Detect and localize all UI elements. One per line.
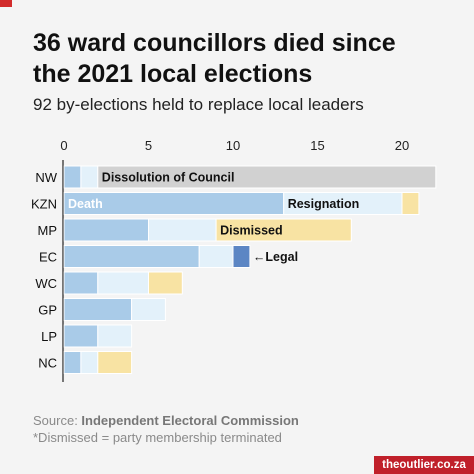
- category-label: NC: [38, 356, 57, 371]
- brand-logo[interactable]: theoutlier.co.za: [374, 456, 474, 474]
- segment-label: Dismissed: [220, 224, 283, 238]
- segment-label: Resignation: [288, 197, 360, 211]
- x-axis: 0 5 10 15 20: [60, 138, 409, 153]
- bar-segment-death: [63, 298, 133, 321]
- chart-title: 36 ward councillors died since the 2021 …: [33, 29, 396, 88]
- bar-segment-death: [63, 245, 200, 268]
- source-prefix: Source:: [33, 413, 82, 428]
- bar-segment-resignation: [80, 165, 99, 189]
- footnote: *Dismissed = party membership terminated: [33, 430, 282, 445]
- bar-segment-resignation: [198, 245, 234, 268]
- bar-segment-death: [63, 324, 99, 348]
- category-label: KZN: [31, 197, 57, 212]
- segment-labels: Dissolution of Council Death Resignation Di…: [68, 171, 359, 265]
- category-label: LP: [41, 329, 57, 344]
- category-label: EC: [39, 250, 57, 265]
- bar-segment-resignation: [131, 298, 166, 321]
- bar-segment-death: [63, 351, 82, 374]
- bar-segment-resignation: [97, 324, 133, 348]
- bar-segment-legal: [232, 245, 251, 268]
- bar-segment-death: [63, 218, 149, 242]
- bar-segment-dismissed: [401, 192, 420, 215]
- x-tick-label: 15: [310, 138, 324, 153]
- category-label: MP: [38, 223, 58, 238]
- x-tick-label: 20: [395, 138, 409, 153]
- bar-segment-dismissed: [148, 271, 183, 295]
- x-tick-label: 10: [226, 138, 240, 153]
- accent-bar: [0, 0, 12, 7]
- segment-label: ←Legal: [253, 250, 298, 264]
- segment-label: Dissolution of Council: [102, 171, 235, 185]
- chart-subtitle: 92 by-elections held to replace local le…: [33, 95, 364, 114]
- bar-segment-death: [63, 271, 99, 295]
- bar-segment-dismissed: [97, 351, 133, 374]
- x-tick-label: 0: [60, 138, 67, 153]
- category-label: GP: [38, 303, 57, 318]
- bar-segment-death: [63, 165, 82, 189]
- y-axis: NW KZN MP EC WC GP LP NC: [31, 160, 64, 382]
- bar-segment-resignation: [80, 351, 99, 374]
- x-tick-label: 5: [145, 138, 152, 153]
- segment-label: Death: [68, 197, 103, 211]
- bar-segment-resignation: [97, 271, 150, 295]
- bar-segment-dismissed: [215, 218, 352, 242]
- bars: [63, 165, 437, 374]
- bar-segment-dissolution-of-council: [97, 165, 437, 189]
- category-label: WC: [35, 276, 57, 291]
- bar-segment-resignation: [148, 218, 217, 242]
- category-label: NW: [35, 170, 57, 185]
- source-name: Independent Electoral Commission: [81, 413, 299, 428]
- source-line: Source: Independent Electoral Commission: [33, 413, 299, 428]
